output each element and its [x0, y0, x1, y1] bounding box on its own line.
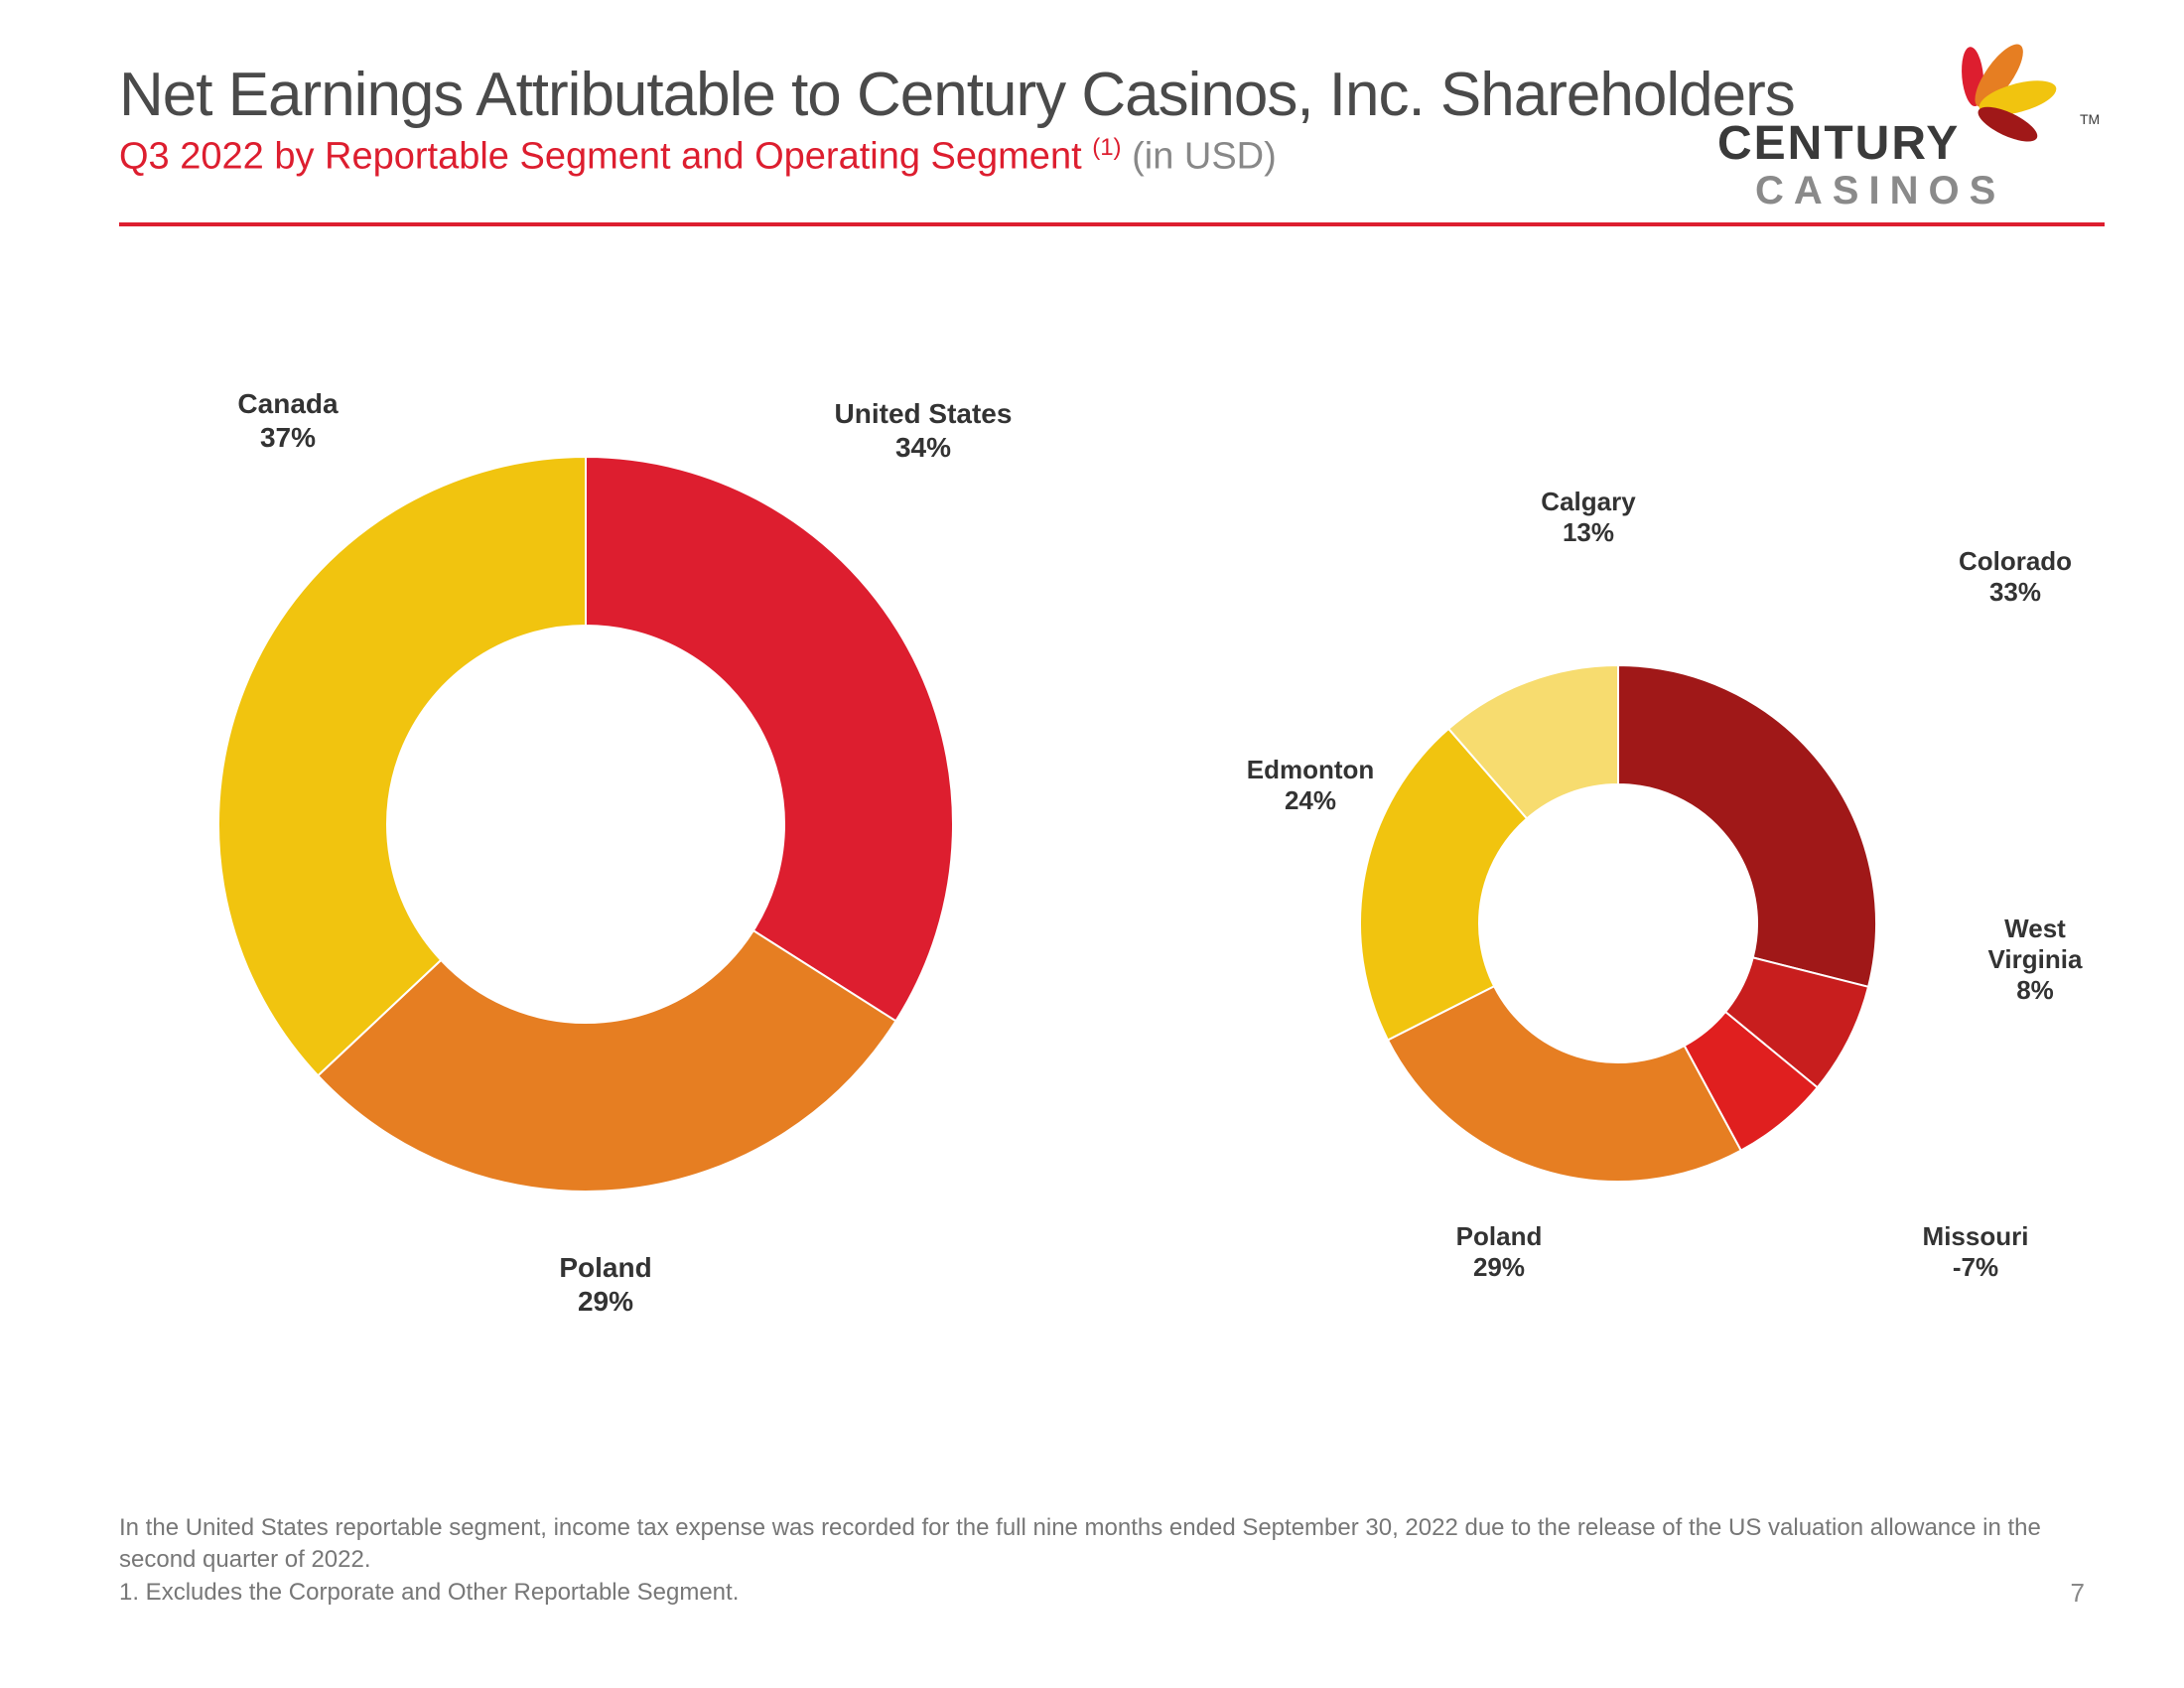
footnote-line-1: In the United States reportable segment,…: [119, 1512, 2065, 1577]
operating-segment-label-missouri: Missouri-7%: [1866, 1221, 2085, 1283]
operating-segment-label-calgary: Calgary13%: [1479, 487, 1698, 548]
subtitle-sup: (1): [1092, 134, 1121, 161]
logo-petals-icon: [1960, 38, 2060, 149]
subtitle-red: Q3 2022 by Reportable Segment and Operat…: [119, 136, 1082, 178]
page-number: 7: [2071, 1578, 2085, 1609]
header-rule: [119, 222, 2105, 226]
operating-segment-slice-colorado: [1618, 665, 1876, 987]
charts-container: United States34%Poland29%Canada37%Colora…: [119, 357, 2065, 1430]
logo-text-line2: CASINOS: [1755, 169, 2005, 212]
operating-segment-label-colorado: Colorado33%: [1906, 546, 2124, 608]
logo-svg: CENTURY TM CASINOS: [1707, 20, 2105, 218]
operating-segment-label-west-virginia: WestVirginia8%: [1926, 914, 2144, 1007]
operating-segment-label-poland: Poland29%: [1390, 1221, 1608, 1283]
footnote-block: In the United States reportable segment,…: [119, 1512, 2065, 1609]
operating-segment-label-edmonton: Edmonton24%: [1201, 755, 1420, 816]
reportable-segment-label-poland: Poland29%: [496, 1251, 715, 1318]
logo-text-line1: CENTURY: [1717, 117, 1960, 170]
subtitle-gray: (in USD): [1132, 136, 1277, 178]
reportable-segment-slice-united-states: [586, 457, 953, 1021]
reportable-segment-label-canada: Canada37%: [179, 387, 397, 454]
reportable-segment-slice-canada: [218, 457, 586, 1075]
footnote-line-2: 1. Excludes the Corporate and Other Repo…: [119, 1577, 2065, 1609]
century-casinos-logo: CENTURY TM CASINOS: [1707, 20, 2105, 218]
operating-segment-slice-poland: [1388, 986, 1741, 1182]
logo-tm: TM: [2080, 111, 2100, 127]
reportable-segment-label-united-states: United States34%: [814, 397, 1032, 464]
donut-charts-svg: [119, 357, 2065, 1430]
